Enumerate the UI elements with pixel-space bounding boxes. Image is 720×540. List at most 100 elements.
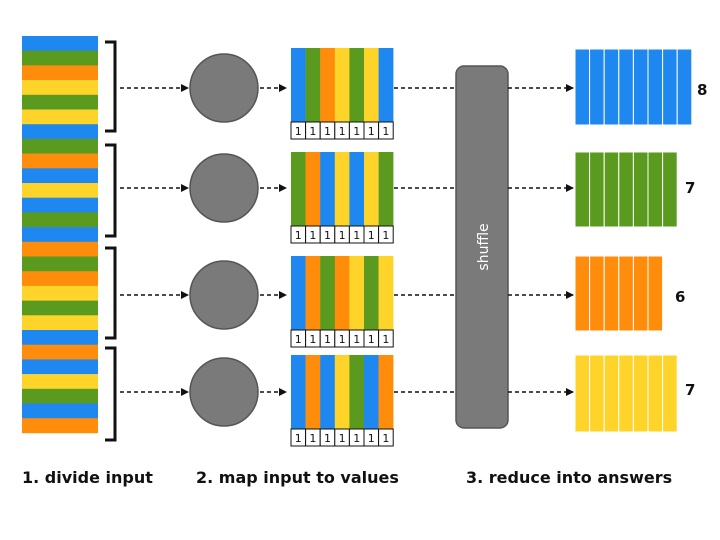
input-stripe [22, 168, 98, 184]
reduce-bar [647, 354, 664, 433]
input-stripe [22, 212, 98, 228]
reduce-bar [618, 354, 634, 433]
reduce-bar [632, 48, 649, 126]
reduce-bar [589, 48, 605, 126]
mapper-node [189, 260, 259, 330]
reduce-bar [603, 151, 620, 228]
split-bracket [105, 143, 117, 238]
reduce-bar [632, 255, 649, 332]
value-label: 1 [339, 432, 346, 445]
input-stripe [22, 330, 98, 345]
reduce-bar [574, 255, 591, 332]
reduce-bar [647, 151, 664, 228]
input-stripe [22, 256, 98, 272]
value-label: 1 [368, 432, 375, 445]
map-column [378, 48, 394, 122]
input-stripe [22, 300, 98, 316]
split-bracket [105, 346, 117, 442]
caption-reduce-answers: 3. reduce into answers [466, 468, 673, 487]
map-column [305, 152, 321, 226]
map-column [364, 152, 379, 226]
shuffle-block [455, 65, 509, 429]
value-box [378, 428, 394, 447]
input-stripe [22, 315, 98, 331]
input-stripe [22, 65, 98, 81]
reduce-bar [574, 151, 591, 228]
input-stripe [22, 388, 98, 404]
reduce-bar [574, 48, 591, 126]
map-column [378, 355, 394, 429]
value-box [378, 121, 394, 140]
value-label: 1 [295, 125, 302, 138]
map-column [320, 152, 335, 226]
map-column [349, 256, 365, 330]
map-column [334, 48, 350, 122]
reduce-bar [589, 151, 605, 228]
value-label: 1 [309, 432, 316, 445]
reduce-count-blue: 8 [697, 81, 708, 99]
map-column [305, 48, 321, 122]
input-stripe [22, 418, 98, 434]
map-column [291, 152, 306, 226]
reduce-count-orange: 6 [675, 288, 686, 306]
map-column [364, 355, 379, 429]
map-column [364, 256, 379, 330]
reduce-bar [589, 354, 605, 433]
mapper-node [189, 53, 259, 123]
map-column [305, 256, 321, 330]
value-label: 1 [339, 125, 346, 138]
value-box [378, 225, 394, 244]
map-column [291, 256, 306, 330]
value-label: 1 [309, 333, 316, 346]
reduce-bar [618, 255, 634, 332]
value-label: 1 [353, 333, 360, 346]
reduce-bar [676, 48, 693, 126]
input-stripe [22, 359, 98, 375]
reduce-bar [647, 255, 664, 332]
value-label: 1 [309, 229, 316, 242]
reduce-bar [662, 151, 678, 228]
input-stripe [22, 50, 98, 66]
shuffle-label: shuffle [476, 223, 492, 270]
value-label: 1 [339, 229, 346, 242]
map-column [349, 152, 365, 226]
reduce-count-green: 7 [685, 179, 696, 197]
value-label: 1 [382, 125, 389, 138]
split-bracket [105, 246, 117, 340]
value-label: 1 [368, 125, 375, 138]
value-box [378, 329, 394, 348]
split-bracket [105, 40, 117, 133]
input-stripe [22, 153, 98, 169]
mapper-node [189, 153, 259, 223]
map-column [320, 48, 335, 122]
input-stripe [22, 138, 98, 154]
input-stripe [22, 227, 98, 243]
reduce-bar [589, 255, 605, 332]
reduce-count-yellow: 7 [685, 381, 696, 399]
map-column [349, 355, 365, 429]
map-column [291, 48, 306, 122]
reduce-bar [662, 354, 678, 433]
input-stripe [22, 403, 98, 419]
value-label: 1 [382, 432, 389, 445]
value-label: 1 [309, 125, 316, 138]
mapper-node [189, 357, 259, 427]
input-stripe [22, 124, 98, 140]
reduce-bar [603, 48, 620, 126]
value-label: 1 [353, 229, 360, 242]
map-column [305, 355, 321, 429]
map-column [334, 152, 350, 226]
reduce-bar [603, 255, 620, 332]
input-stripe [22, 94, 98, 110]
value-label: 1 [324, 229, 331, 242]
map-column [320, 355, 335, 429]
input-stripe [22, 36, 98, 51]
value-label: 1 [382, 333, 389, 346]
value-label: 1 [295, 229, 302, 242]
reduce-bar [618, 48, 634, 126]
reduce-bar [662, 48, 678, 126]
input-stripe [22, 197, 98, 213]
reduce-bar [632, 354, 649, 433]
